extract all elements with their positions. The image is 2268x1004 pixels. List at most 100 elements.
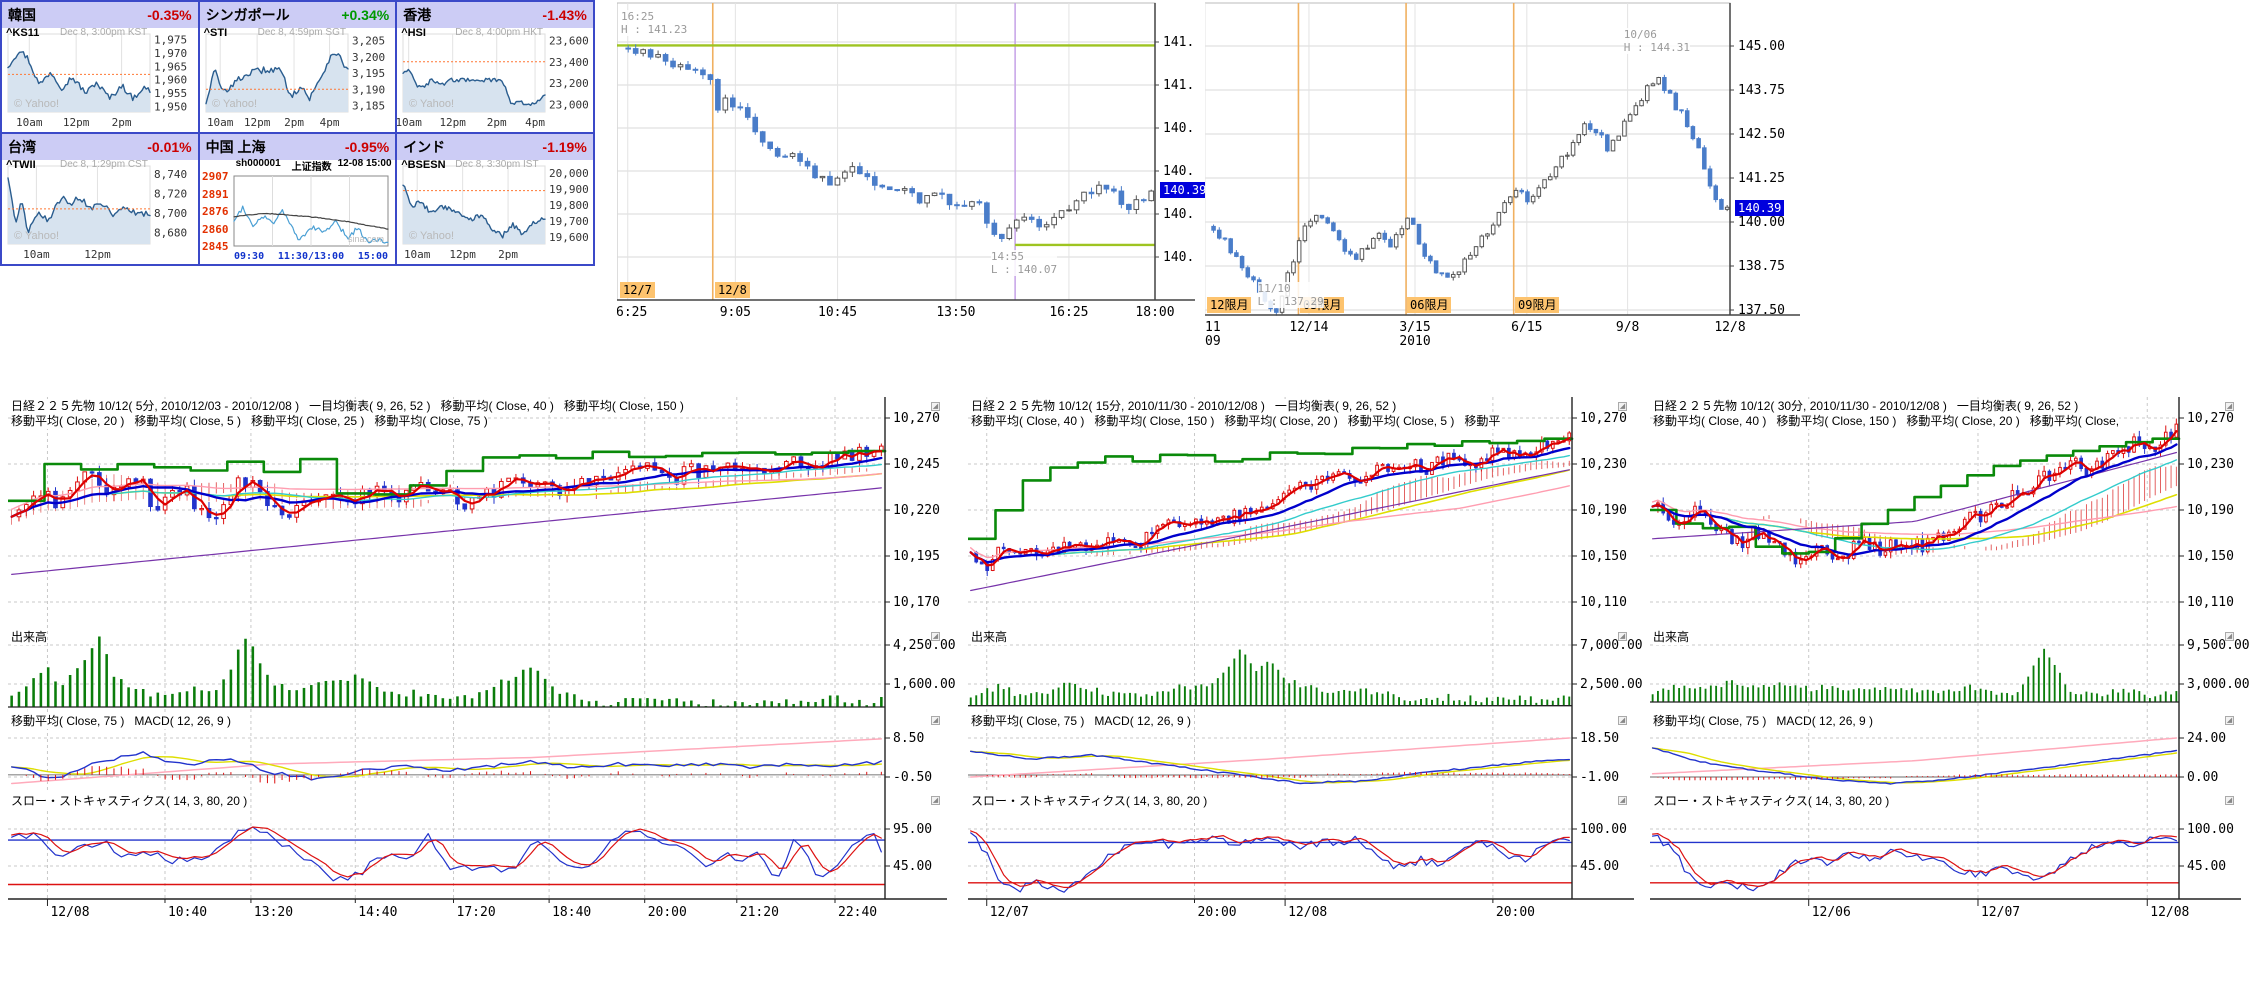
axis-tick-label: 0.00 [2187, 770, 2218, 785]
market-panel-0: 韓国 -0.35% 1,975 1,970 1,965 1,960 1,955 1,950 10… [0, 0, 200, 134]
panel-scroll-icon[interactable]: ◢ [931, 716, 940, 725]
technical-chart-nk225-15min: 10,270 10,230 10,190 10,150 10,110 7,000.00 2,… [968, 397, 1642, 957]
time-axis-label: 16:25 [1049, 305, 1088, 320]
axis-tick-label: -0.50 [893, 770, 932, 785]
panel-scroll-icon[interactable]: ◢ [2225, 402, 2234, 411]
market-panel-2: 香港 -1.43% 23,600 23,400 23,200 23,000 10am 12pm… [395, 0, 595, 134]
axis-tick-label: 10,195 [893, 549, 940, 564]
x-tick-label: 11:30/13:00 [277, 251, 343, 262]
panel-scroll-icon[interactable]: ◢ [2225, 716, 2234, 725]
chart-title-line1: 日経２２５先物 10/12( 15分, 2010/11/30 - 2010/12… [971, 399, 1397, 414]
yahoo-watermark: © Yahoo! [14, 98, 59, 110]
y-tick-label: 19,900 [549, 183, 589, 196]
symbol-label: ^BSESN [401, 159, 446, 171]
chart-title-line2: 移動平均( Close, 40 ) 移動平均( Close, 150 ) 移動平… [971, 414, 1501, 429]
market-name: シンガポール [205, 7, 290, 23]
market-change-pct: -1.43% [542, 7, 587, 23]
yahoo-watermark: © Yahoo! [409, 230, 454, 242]
x-tick-label: 12pm [440, 116, 467, 129]
panel-scroll-icon[interactable]: ◢ [931, 402, 940, 411]
time-axis-label: 9:05 [720, 305, 751, 320]
symbol-label: ^HSI [401, 27, 426, 39]
price-tick-label: 137.50 [1738, 303, 1785, 318]
market-panel-4: 中国 上海 -0.95% 2907 2891 2876 2860 2845 09:30 11:3… [197, 132, 398, 266]
market-panel-chart: 20,000 19,900 19,800 19,700 19,600 10am 12pm 2p… [397, 159, 593, 264]
panel-scroll-icon[interactable]: ◢ [1618, 402, 1627, 411]
market-panel-chart: 23,600 23,400 23,200 23,000 10am 12pm 2pm 4pm © … [397, 27, 593, 132]
panel-scroll-icon[interactable]: ◢ [1618, 632, 1627, 641]
time-axis-label: 12/08 [2150, 905, 2189, 920]
time-axis-label: 6/15 [1511, 320, 1542, 335]
macd-panel-label: 移動平均( Close, 75 ) MACD( 12, 26, 9 ) [1653, 712, 1874, 729]
yahoo-watermark: © Yahoo! [409, 98, 454, 110]
time-axis-label: 18:40 [552, 905, 591, 920]
market-panel-1: シンガポール +0.34% 3,205 3,200 3,195 3,190 3,185 10a… [197, 0, 398, 134]
market-panel-header: 台湾 -0.01% [2, 134, 198, 160]
y-tick-label: 3,205 [352, 35, 385, 48]
panel-scroll-icon[interactable]: ◢ [931, 796, 940, 805]
session-badge: 09限月 [1515, 297, 1560, 313]
time-axis-label: 20:00 [1496, 905, 1535, 920]
x-tick-label: 10am [16, 116, 43, 129]
symbol-label: ^TWII [6, 159, 36, 171]
technical-chart-nk225-30min: 10,270 10,230 10,190 10,150 10,110 9,500.00 3,… [1650, 397, 2249, 957]
x-tick-label: 2pm [112, 116, 132, 129]
price-tick-label: 140.00 [1163, 250, 1195, 265]
futures-daily-candle-chart: 145.00 143.75 142.50 141.25 140.00 138.75 137.… [1205, 0, 1800, 360]
x-tick-label: 10am [207, 116, 234, 129]
x-tick-label: 10am [23, 248, 50, 261]
panel-scroll-icon[interactable]: ◢ [2225, 796, 2234, 805]
market-name: 中国 上海 [205, 139, 266, 155]
chart-title-line1: 日経２２５先物 10/12( 30分, 2010/11/30 - 2010/12… [1653, 399, 2079, 414]
axis-tick-label: 9,500.00 [2187, 638, 2249, 653]
y-tick-label: 8,680 [154, 226, 187, 239]
time-axis-label: 22:40 [838, 905, 877, 920]
market-panel-3: 台湾 -0.01% 8,740 8,720 8,700 8,680 10am 12pm © Ya… [0, 132, 200, 266]
market-name: インド [403, 139, 446, 155]
year-axis-label: 2009 [1205, 334, 1221, 349]
y-tick-label: 23,200 [549, 77, 589, 90]
x-tick-label: 10am [404, 248, 431, 261]
session-badge: 06限月 [1407, 297, 1452, 313]
nikkei-technical-charts-row: 10,270 10,245 10,220 10,195 10,170 4,250.00 1,… [0, 397, 2268, 957]
axis-tick-label: 8.50 [893, 731, 924, 746]
market-panel-header: インド -1.19% [397, 134, 593, 160]
axis-tick-label: 10,270 [1580, 411, 1627, 426]
stochastics-panel-label: スロー・ストキャスティクス( 14, 3, 80, 20 ) [971, 792, 1208, 809]
last-price-badge: 140.39 [1160, 181, 1210, 198]
market-panel-header: 韓国 -0.35% [2, 2, 198, 28]
axis-tick-label: 10,110 [1580, 595, 1627, 610]
market-panel-chart: 2907 2891 2876 2860 2845 09:30 11:30/13:00 15:0… [199, 158, 396, 264]
market-panel-5: インド -1.19% 20,000 19,900 19,800 19,700 19,600 1… [395, 132, 595, 266]
time-axis-label: 12/08 [1288, 905, 1327, 920]
market-panel-chart: 8,740 8,720 8,700 8,680 10am 12pm © Yahoo! Dec … [2, 159, 198, 264]
panel-scroll-icon[interactable]: ◢ [931, 632, 940, 641]
price-tick-label: 140.50 [1163, 164, 1195, 179]
asia-markets-grid: 韓国 -0.35% 1,975 1,970 1,965 1,960 1,955 1,950 10… [0, 0, 599, 268]
time-axis-label: 12/08 [50, 905, 89, 920]
x-tick-label: 12pm [63, 116, 90, 129]
panel-scroll-icon[interactable]: ◢ [1618, 796, 1627, 805]
chart-title-line2: 移動平均( Close, 40 ) 移動平均( Close, 150 ) 移動平… [1653, 414, 2120, 429]
market-change-pct: -0.95% [344, 139, 390, 155]
y-tick-label: 2845 [202, 240, 229, 253]
time-axis-label: 16:25 [617, 305, 647, 320]
market-change-pct: +0.34% [341, 7, 390, 23]
market-change-pct: -0.01% [147, 139, 192, 155]
market-name: 韓国 [8, 7, 36, 23]
x-tick-label: 2pm [487, 116, 507, 129]
quote-timestamp: Dec 8, 1:29pm CST [60, 159, 148, 170]
panel-scroll-icon[interactable]: ◢ [2225, 632, 2234, 641]
time-axis-label: 10:40 [168, 905, 207, 920]
x-tick-label: 09:30 [234, 251, 264, 262]
macd-panel-label: 移動平均( Close, 75 ) MACD( 12, 26, 9 ) [11, 712, 232, 729]
axis-tick-label: 10,150 [2187, 549, 2234, 564]
x-tick-label: 4pm [319, 116, 339, 129]
y-tick-label: 3,200 [352, 51, 385, 64]
quote-timestamp: Dec 8, 3:00pm KST [60, 27, 148, 38]
y-tick-label: 8,720 [154, 187, 187, 200]
axis-tick-label: 10,150 [1580, 549, 1627, 564]
y-tick-label: 1,950 [154, 101, 187, 114]
macd-panel-label: 移動平均( Close, 75 ) MACD( 12, 26, 9 ) [971, 712, 1192, 729]
panel-scroll-icon[interactable]: ◢ [1618, 716, 1627, 725]
